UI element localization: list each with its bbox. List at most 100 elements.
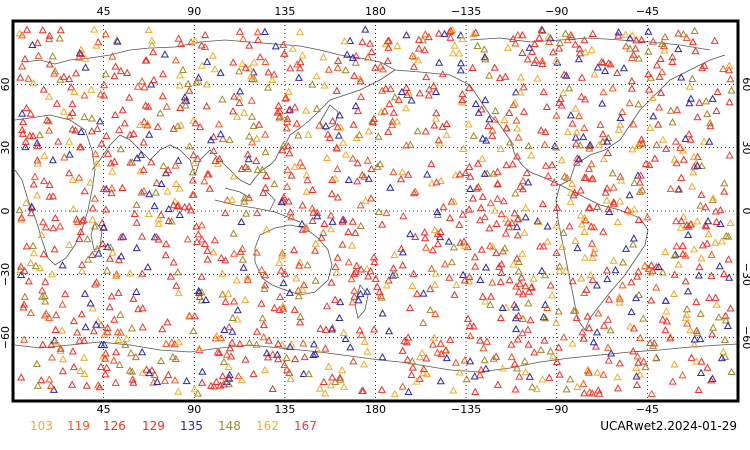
station-triangle-icon [260, 27, 269, 35]
legend-label: 135 [180, 419, 203, 433]
station-triangle-icon [325, 133, 334, 141]
station-triangle-icon [690, 26, 699, 35]
station-triangle-icon [707, 271, 716, 279]
station-triangle-icon [240, 194, 249, 202]
station-triangle-icon [429, 81, 438, 90]
station-triangle-icon [26, 308, 35, 316]
station-triangle-icon [635, 187, 644, 195]
station-triangle-icon [386, 183, 395, 191]
station-triangle-icon [708, 94, 717, 102]
station-triangle-icon [203, 57, 212, 65]
station-triangle-icon [117, 233, 126, 241]
station-triangle-icon [34, 51, 43, 59]
station-triangle-icon [167, 217, 176, 225]
station-triangle-icon [696, 309, 705, 317]
station-triangle-icon [514, 267, 523, 275]
station-triangle-icon [283, 182, 292, 190]
station-triangle-icon [461, 168, 470, 176]
station-triangle-icon [130, 209, 139, 217]
station-triangle-icon [512, 324, 521, 333]
station-triangle-icon [75, 336, 84, 344]
station-triangle-icon [393, 41, 402, 50]
station-triangle-icon [141, 56, 150, 64]
station-triangle-icon [616, 120, 625, 128]
station-triangle-icon [294, 73, 303, 81]
station-triangle-icon [378, 86, 387, 94]
station-triangle-icon [567, 179, 577, 187]
station-triangle-icon [335, 373, 344, 381]
station-triangle-icon [455, 368, 464, 376]
station-triangle-icon [406, 229, 415, 238]
station-triangle-icon [51, 325, 60, 334]
station-triangle-icon [552, 248, 561, 256]
station-triangle-icon [86, 178, 95, 186]
station-triangle-icon [108, 167, 117, 175]
station-triangle-icon [688, 74, 697, 82]
station-triangle-icon [572, 139, 581, 147]
station-triangle-icon [552, 143, 561, 151]
station-triangle-icon [321, 389, 330, 397]
station-triangle-icon [647, 261, 656, 269]
station-triangle-icon [323, 130, 333, 138]
station-triangle-icon [327, 189, 336, 197]
station-triangle-icon [555, 98, 564, 106]
station-triangle-icon [638, 139, 647, 147]
station-triangle-icon [153, 377, 162, 385]
station-triangle-icon [666, 332, 675, 340]
station-triangle-icon [511, 88, 521, 96]
station-triangle-icon [512, 303, 521, 311]
station-triangle-icon [38, 25, 47, 34]
station-triangle-icon [652, 61, 662, 69]
station-triangle-icon [101, 205, 110, 213]
station-triangle-icon [262, 348, 271, 357]
station-triangle-icon [48, 155, 57, 164]
station-triangle-icon [356, 92, 366, 100]
station-triangle-icon [440, 29, 449, 38]
station-triangle-icon [219, 380, 228, 388]
station-triangle-icon [719, 347, 728, 355]
station-triangle-icon [97, 139, 106, 147]
station-triangle-icon [233, 112, 242, 120]
station-triangle-icon [268, 350, 277, 358]
station-triangle-icon [387, 120, 397, 129]
station-triangle-icon [585, 203, 594, 211]
station-triangle-icon [160, 376, 170, 384]
station-triangle-icon [164, 216, 173, 224]
station-triangle-icon [326, 211, 335, 219]
station-triangle-icon [65, 150, 74, 158]
station-triangle-icon [324, 362, 333, 370]
station-triangle-icon [515, 372, 524, 380]
station-triangle-icon [247, 96, 256, 104]
station-triangle-icon [279, 40, 288, 48]
station-triangle-icon [497, 268, 506, 277]
station-triangle-icon [60, 153, 69, 161]
station-triangle-icon [696, 368, 706, 376]
station-triangle-icon [477, 203, 486, 212]
station-triangle-icon [249, 68, 258, 76]
station-triangle-icon [441, 346, 450, 354]
station-triangle-icon [473, 159, 483, 167]
station-triangle-icon [388, 117, 397, 125]
station-triangle-icon [629, 240, 638, 248]
station-triangle-icon [430, 333, 439, 341]
station-triangle-icon [662, 144, 671, 152]
station-triangle-icon [349, 357, 358, 365]
station-triangle-icon [430, 225, 439, 234]
station-triangle-icon [452, 280, 461, 289]
station-triangle-icon [609, 256, 618, 264]
station-triangle-icon [481, 364, 490, 372]
station-triangle-icon [174, 156, 183, 164]
station-triangle-icon [406, 140, 415, 148]
station-triangle-icon [238, 255, 247, 263]
station-triangle-icon [174, 201, 183, 209]
station-triangle-icon [513, 215, 522, 223]
station-triangle-icon [582, 285, 591, 293]
station-triangle-icon [108, 248, 117, 256]
station-triangle-icon [670, 360, 679, 368]
bottom-lon-tick-label: −90 [545, 403, 568, 416]
graticule [13, 21, 738, 401]
station-triangle-icon [264, 336, 273, 344]
station-triangle-icon [625, 98, 634, 107]
station-triangle-icon [28, 40, 37, 49]
station-triangle-icon [185, 86, 194, 94]
